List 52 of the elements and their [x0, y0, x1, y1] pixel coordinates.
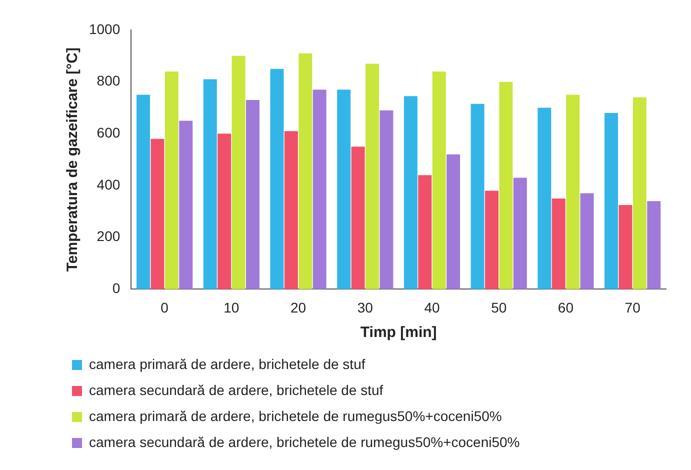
bar [298, 53, 312, 290]
bar [150, 138, 164, 290]
bar [446, 154, 460, 290]
bar [270, 68, 284, 290]
legend-label: camera primară de ardere, brichetele de rumegus50%+coceni50% [89, 408, 502, 424]
bar [513, 178, 527, 290]
x-tick-label: 0 [160, 299, 169, 316]
y-tick-label: 400 [96, 176, 120, 192]
bar [404, 96, 418, 290]
bar [632, 97, 646, 290]
legend-label: camera secundară de ardere, brichetele de rumegus50%+coceni50% [89, 434, 520, 450]
bar [136, 94, 150, 290]
bar [566, 94, 580, 290]
bar [179, 120, 193, 290]
legend-label: camera primară de ardere, brichetele de stuf [89, 356, 366, 372]
bar [164, 71, 178, 290]
bar [580, 193, 594, 290]
bar [552, 198, 566, 290]
bar [312, 90, 326, 290]
y-tick-label: 0 [112, 280, 120, 296]
legend-label: camera secundară de ardere, brichetele de stuf [89, 382, 384, 398]
bar [380, 110, 394, 290]
bar [284, 131, 298, 290]
bar [647, 201, 661, 290]
y-tick-label: 1000 [88, 20, 120, 37]
bar [499, 82, 513, 290]
bar [432, 71, 446, 290]
x-axis-title: Timp [min] [360, 324, 437, 342]
x-tick-label: 50 [491, 299, 507, 316]
bar [470, 104, 484, 290]
bar [485, 190, 499, 290]
bar [366, 64, 379, 290]
bar [203, 79, 217, 290]
x-tick-label: 40 [424, 299, 440, 316]
bar [218, 134, 232, 290]
x-tick-label: 30 [357, 299, 374, 316]
x-tick-label: 60 [558, 299, 574, 316]
y-tick-label: 200 [96, 228, 120, 244]
bar [618, 204, 632, 290]
bar [351, 146, 365, 290]
bar [246, 100, 260, 290]
bar [418, 175, 432, 290]
bar [538, 108, 552, 290]
x-tick-label: 20 [290, 299, 306, 316]
bar [337, 90, 351, 290]
y-tick-label: 600 [96, 124, 120, 141]
x-tick-label: 70 [624, 299, 641, 316]
bar [604, 112, 618, 290]
y-axis-title: Temperatura de gazeificare [°C] [64, 48, 82, 272]
bar [232, 56, 246, 290]
y-tick-label: 800 [96, 72, 120, 89]
x-tick-label: 10 [224, 299, 240, 316]
